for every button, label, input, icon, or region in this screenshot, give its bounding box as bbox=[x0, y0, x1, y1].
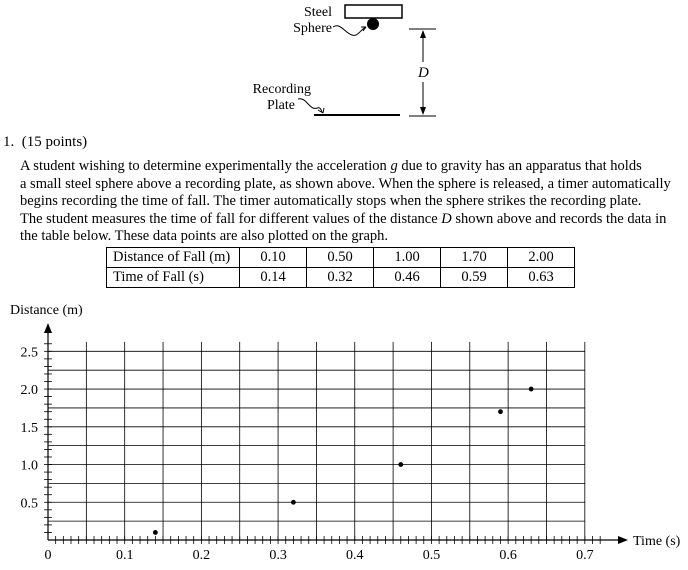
steel-sphere-pointer-head bbox=[361, 26, 367, 32]
data-point bbox=[291, 499, 296, 505]
y-tick-label: 2.0 bbox=[21, 383, 39, 398]
table-cell: 1.70 bbox=[440, 247, 508, 268]
table-cell: 0.10 bbox=[239, 247, 307, 268]
steel-label-line-2: Sphere bbox=[293, 21, 332, 36]
x-tick-label: 0.1 bbox=[116, 548, 134, 563]
table-cell: 0.50 bbox=[306, 247, 374, 268]
distance-time-graph: 0 0.1 0.2 0.3 0.4 0.5 0.6 0.7 0.5 1.0 1.5 2.0 2.5 Tim… bbox=[21, 323, 681, 563]
x-tick-label: 0.2 bbox=[193, 548, 211, 563]
table-cell: 0.59 bbox=[440, 267, 508, 288]
x-tick-label: 0.5 bbox=[423, 548, 441, 563]
table-cell: 0.14 bbox=[239, 267, 307, 288]
paragraph-text: begins recording the time of fall. The t… bbox=[20, 193, 642, 209]
variable-symbol: g bbox=[390, 158, 398, 174]
y-axis-label: Distance (m) bbox=[10, 303, 83, 318]
recording-label-line-1: Recording bbox=[252, 82, 311, 97]
table-cell: 2.00 bbox=[507, 247, 575, 268]
x-axis-arrow bbox=[618, 536, 628, 544]
x-tick-label: 0.6 bbox=[499, 548, 517, 563]
recording-plate-pointer bbox=[297, 98, 323, 113]
recording-plate-label: Recording Plate bbox=[230, 82, 311, 114]
paragraph-line: The student measures the time of fall fo… bbox=[20, 211, 688, 229]
y-tick-label: 1.5 bbox=[21, 421, 39, 436]
apparatus-figure: D bbox=[297, 4, 436, 117]
paragraph-line: the table below. These data points are a… bbox=[20, 228, 688, 246]
row-header: Time of Fall (s) bbox=[106, 267, 240, 288]
y-axis-arrow bbox=[44, 323, 52, 333]
recording-label-line-2: Plate bbox=[267, 98, 295, 113]
table-cell: 1.00 bbox=[373, 247, 441, 268]
data-point bbox=[152, 530, 158, 535]
paragraph-text: the table below. These data points are a… bbox=[20, 228, 389, 244]
question-paragraph: A student wishing to determine experimen… bbox=[20, 158, 688, 246]
table-row: Distance of Fall (m) 0.10 0.50 1.00 1.70 2.00 bbox=[106, 247, 575, 268]
paragraph-line: begins recording the time of fall. The t… bbox=[20, 193, 688, 211]
distance-symbol: D bbox=[417, 65, 429, 81]
question-points: (15 points) bbox=[21, 134, 88, 150]
x-tick-label: 0.3 bbox=[269, 548, 287, 563]
row-header: Distance of Fall (m) bbox=[106, 247, 240, 268]
steel-label-line-1: Steel bbox=[304, 5, 332, 20]
dimension-arrowhead-down bbox=[420, 107, 426, 115]
table-cell: 0.63 bbox=[507, 267, 575, 288]
paragraph-text: shown above and records the data in bbox=[451, 210, 667, 227]
x-tick-label: 0 bbox=[45, 548, 52, 563]
sphere-holder bbox=[344, 4, 403, 19]
table-cell: 0.32 bbox=[306, 267, 374, 288]
y-tick-label: 0.5 bbox=[21, 496, 39, 511]
variable-symbol: D bbox=[441, 210, 452, 227]
paragraph-line: a small steel sphere above a recording p… bbox=[20, 176, 688, 194]
steel-sphere bbox=[367, 18, 379, 30]
paragraph-text: a small steel sphere above a recording p… bbox=[20, 175, 671, 192]
steel-sphere-pointer bbox=[332, 25, 367, 36]
data-point bbox=[528, 386, 534, 392]
question-number: 1. (15 points) bbox=[3, 134, 87, 151]
x-axis-label: Time (s) bbox=[633, 534, 681, 549]
paragraph-text: due to gravity has an apparatus that hol… bbox=[397, 158, 642, 174]
steel-sphere-label: Steel Sphere bbox=[270, 5, 332, 37]
x-tick-label: 0.7 bbox=[576, 548, 594, 563]
paragraph-text: A student wishing to determine experimen… bbox=[20, 158, 391, 174]
paragraph-text: The student measures the time of fall fo… bbox=[20, 210, 442, 227]
paragraph-line: A student wishing to determine experimen… bbox=[20, 158, 688, 176]
recording-plate-pointer-head bbox=[317, 107, 325, 114]
table-cell: 0.46 bbox=[373, 267, 441, 288]
y-tick-label: 1.0 bbox=[21, 459, 39, 474]
data-table: Distance of Fall (m) 0.10 0.50 1.00 1.70 2.00… bbox=[106, 247, 575, 288]
data-point bbox=[398, 462, 404, 467]
question-number-text: 1. bbox=[3, 134, 15, 150]
y-tick-label: 2.5 bbox=[21, 345, 39, 360]
dimension-arrowhead-up bbox=[420, 30, 426, 38]
data-point bbox=[498, 409, 503, 415]
x-tick-label: 0.4 bbox=[346, 548, 364, 563]
table-row: Time of Fall (s) 0.14 0.32 0.46 0.59 0.63 bbox=[106, 267, 575, 288]
